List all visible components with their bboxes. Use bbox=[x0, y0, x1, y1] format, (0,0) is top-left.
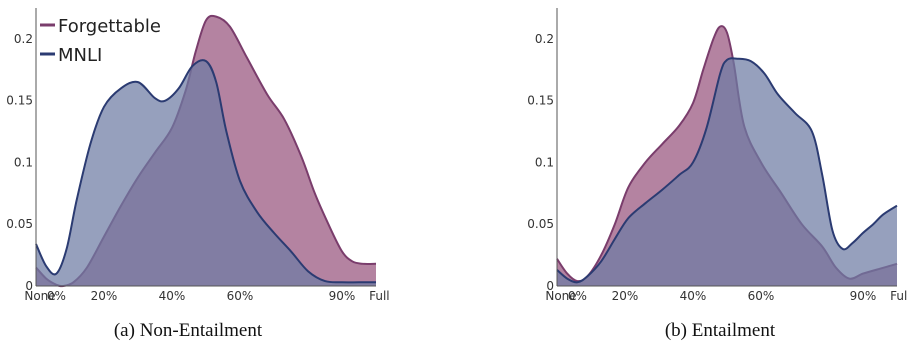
axes bbox=[35, 8, 376, 287]
y-tick-label: 0.15 bbox=[527, 94, 554, 108]
area-mnli bbox=[557, 58, 897, 286]
y-tick-label: 0.2 bbox=[14, 32, 33, 46]
y-tick-labels: 0 0.05 0.1 0.15 0.2 bbox=[6, 32, 33, 293]
legend-label: MNLI bbox=[58, 45, 102, 66]
x-tick-label: 20% bbox=[612, 289, 639, 303]
x-tick-label: 40% bbox=[159, 289, 186, 303]
panel-caption: (a) Non-Entailment bbox=[114, 320, 263, 341]
y-tick-label: 0 bbox=[25, 279, 33, 293]
x-tick-label: 60% bbox=[748, 289, 775, 303]
x-tick-label: None bbox=[545, 289, 576, 303]
area-layers bbox=[556, 25, 898, 287]
y-tick-labels: 0 0.05 0.1 0.15 0.2 bbox=[527, 32, 554, 293]
x-tick-label: 90% bbox=[329, 289, 356, 303]
area-layers bbox=[35, 14, 377, 288]
y-tick-label: 0.1 bbox=[14, 155, 33, 169]
y-tick-label: 0.05 bbox=[6, 217, 33, 231]
x-tick-label: Full bbox=[890, 289, 907, 303]
x-tick-label: None bbox=[24, 289, 55, 303]
axes bbox=[556, 8, 897, 287]
x-tick-label: 0% bbox=[568, 289, 587, 303]
y-tick-label: 0.05 bbox=[527, 217, 554, 231]
legend-label: Forgettable bbox=[58, 16, 161, 37]
y-tick-label: 0.1 bbox=[535, 155, 554, 169]
area-mnli bbox=[36, 60, 376, 287]
y-tick-label: 0.15 bbox=[6, 94, 33, 108]
x-tick-label: Full bbox=[369, 289, 390, 303]
legend: Forgettable MNLI bbox=[40, 16, 161, 66]
x-tick-label: 20% bbox=[91, 289, 118, 303]
line-mnli bbox=[35, 59, 376, 284]
y-tick-label: 0 bbox=[546, 279, 554, 293]
x-tick-label: 60% bbox=[227, 289, 254, 303]
line-mnli bbox=[556, 57, 898, 284]
panel-caption: (b) Entailment bbox=[665, 320, 776, 341]
x-tick-label: 0% bbox=[47, 289, 66, 303]
y-tick-label: 0.2 bbox=[535, 32, 554, 46]
x-tick-label: 40% bbox=[680, 289, 707, 303]
x-tick-label: 90% bbox=[850, 289, 877, 303]
